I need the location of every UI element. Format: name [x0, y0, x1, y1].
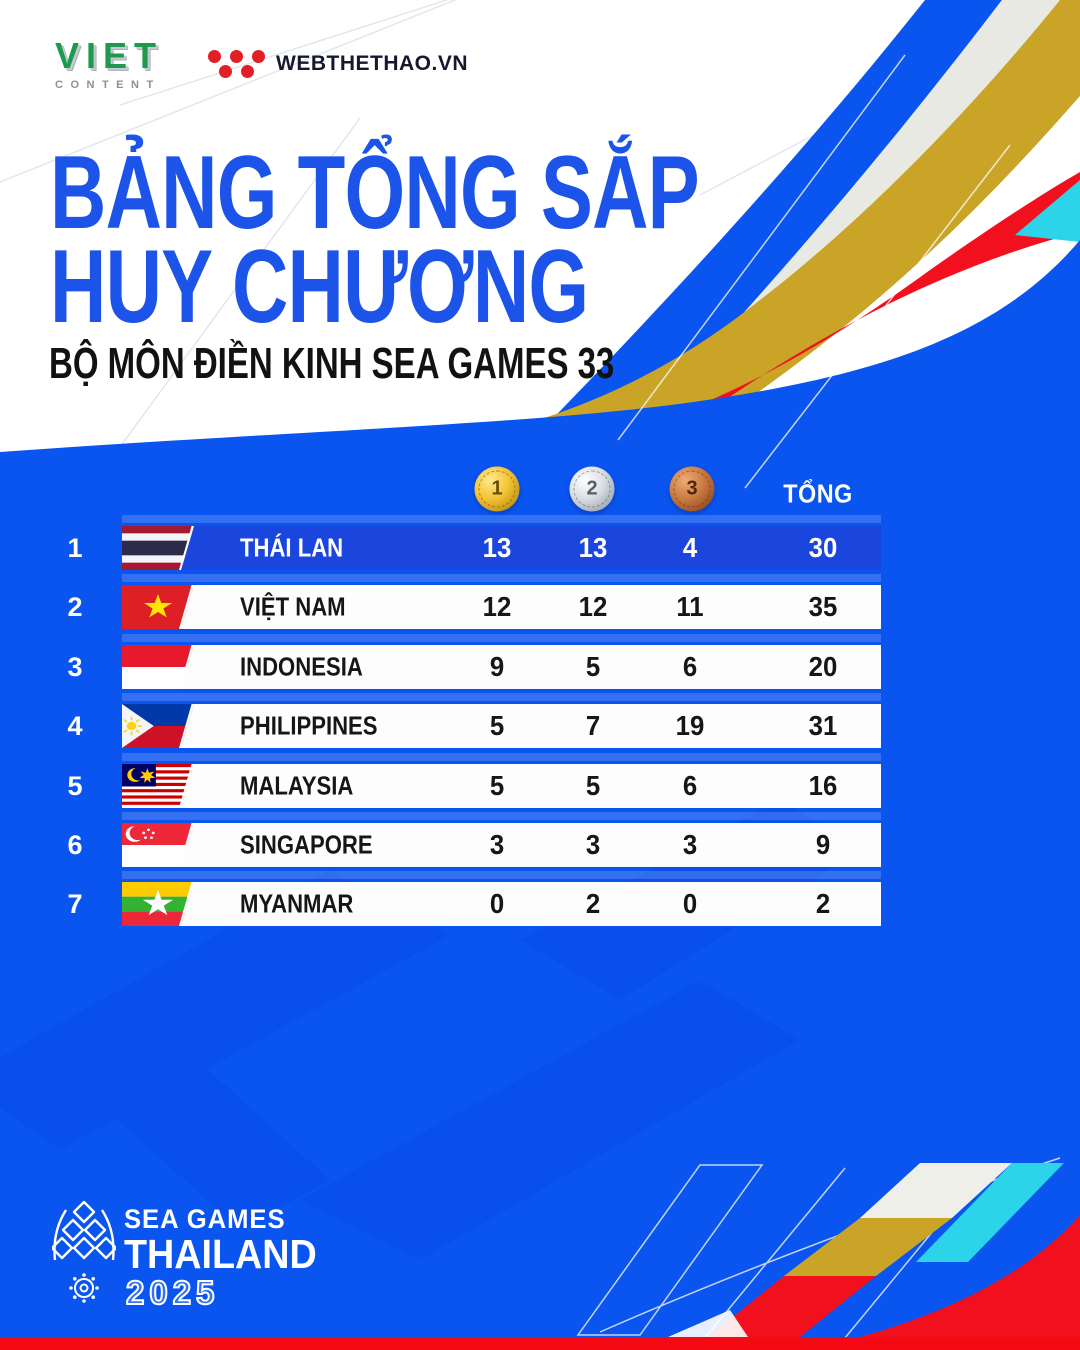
gold-count: 3	[489, 829, 505, 860]
silver-medal-icon: 2	[569, 466, 615, 512]
event-year: 2025	[125, 1273, 220, 1312]
silver-count: 3	[585, 829, 601, 860]
table-row: 6 SINGAPORE 3 3 3 9	[0, 812, 1080, 867]
total-count: 31	[808, 710, 838, 741]
webthethao-wordmark: WEBTHETHAO.VN	[276, 52, 468, 75]
total-count: 20	[808, 651, 838, 682]
viet-content-wordmark: VIET	[55, 35, 164, 76]
sea-games-logo: SEA GAMES THAILAND 2025	[52, 1196, 382, 1336]
total-count: 9	[815, 829, 831, 860]
bronze-count: 6	[682, 770, 698, 801]
row-bar: MALAYSIA 5 5 6 16	[122, 753, 881, 808]
cyan-wedge-shape	[1015, 180, 1080, 242]
gold-count: 9	[489, 651, 505, 682]
flag-myanmar-icon	[122, 882, 194, 926]
flag-philippines-icon	[122, 704, 194, 748]
event-host: THAILAND	[124, 1231, 317, 1277]
bronze-count: 19	[675, 710, 705, 741]
silver-medal-number: 2	[586, 477, 598, 500]
flag-singapore-icon	[122, 823, 194, 867]
bronze-medal-icon: 3	[669, 466, 715, 512]
table-row: 4 PHILIPPINES 5 7 19 31	[0, 693, 1080, 748]
viet-content-subtext: CONTENT	[55, 79, 161, 91]
title-line-1: BẢNG TỔNG SẮP	[50, 135, 700, 251]
bronze-count: 4	[682, 532, 698, 563]
bronze-medal-number: 3	[686, 477, 698, 500]
bronze-count: 0	[682, 888, 698, 919]
row-bar: MYANMAR 0 2 0 2	[122, 871, 881, 926]
gold-medal-icon: 1	[474, 466, 520, 512]
flag-thailand-icon	[122, 526, 194, 570]
flag-indonesia-icon	[122, 645, 194, 689]
bronze-count: 11	[676, 591, 704, 622]
sea-games-emblem-icon	[52, 1200, 116, 1303]
webthethao-logo: WEBTHETHAO.VN	[208, 50, 468, 78]
webthethao-dots-icon	[208, 50, 266, 78]
event-name: SEA GAMES	[124, 1204, 286, 1234]
total-count: 2	[815, 888, 831, 919]
row-bar: THÁI LAN 13 13 4 30	[122, 515, 881, 570]
bottom-red-strip	[0, 1337, 1080, 1350]
table-row: 2 VIỆT NAM 12 12 11 35	[0, 574, 1080, 629]
flag-malaysia-icon	[122, 764, 194, 808]
title-line-2: HUY CHƯƠNG	[50, 228, 589, 345]
table-row: 3 INDONESIA 9 5 6 20	[0, 634, 1080, 689]
silver-count: 5	[585, 651, 601, 682]
rank-number: 1	[67, 533, 83, 563]
total-count: 30	[808, 532, 838, 563]
row-bar: SINGAPORE 3 3 3 9	[122, 812, 881, 867]
silver-count: 5	[585, 770, 601, 801]
viet-content-logo: VIET CONTENT	[55, 35, 185, 92]
total-count: 35	[808, 591, 838, 622]
total-count: 16	[808, 770, 838, 801]
gold-count: 12	[482, 591, 512, 622]
rank-number: 4	[67, 711, 83, 741]
gold-count: 5	[489, 770, 505, 801]
rank-number: 5	[67, 771, 83, 801]
gold-band-shape	[460, 0, 1080, 440]
table-row: 1 THÁI LAN 13 13 4 30	[0, 515, 1080, 570]
blue-band-shape	[520, 0, 1002, 452]
country-name: THÁI LAN	[240, 532, 344, 563]
total-column-label: TỔNG	[783, 478, 853, 509]
gold-count: 13	[482, 532, 512, 563]
rank-number: 2	[67, 592, 83, 622]
bronze-count: 3	[682, 829, 698, 860]
country-name: VIỆT NAM	[240, 591, 346, 622]
page-title: BẢNG TỔNG SẮP HUY CHƯƠNG	[50, 135, 915, 345]
row-bar: PHILIPPINES 5 7 19 31	[122, 693, 881, 748]
country-name: PHILIPPINES	[240, 710, 378, 741]
bottom-right-slashes	[668, 1163, 1080, 1337]
rank-number: 3	[67, 652, 83, 682]
rank-number: 7	[67, 889, 83, 919]
table-row: 5 MALAYSIA 5 5 6 16	[0, 753, 1080, 808]
page-subtitle: BỘ MÔN ĐIỀN KINH SEA GAMES 33	[49, 339, 615, 388]
country-name: SINGAPORE	[240, 829, 373, 860]
gold-medal-number: 1	[491, 477, 503, 500]
silver-count: 13	[578, 532, 608, 563]
gold-count: 0	[489, 888, 505, 919]
country-name: INDONESIA	[240, 651, 363, 682]
flag-vietnam-icon	[122, 585, 194, 629]
rank-number: 6	[67, 830, 83, 860]
country-name: MALAYSIA	[240, 770, 354, 801]
silver-count: 7	[585, 710, 601, 741]
silver-count: 2	[585, 888, 601, 919]
silver-count: 12	[578, 591, 608, 622]
bronze-count: 6	[682, 651, 698, 682]
row-bar: INDONESIA 9 5 6 20	[122, 634, 881, 689]
table-row: 7 MYANMAR 0 2 0 2	[0, 871, 1080, 926]
gold-count: 5	[489, 710, 505, 741]
country-name: MYANMAR	[240, 888, 354, 919]
row-bar: VIỆT NAM 12 12 11 35	[122, 574, 881, 629]
